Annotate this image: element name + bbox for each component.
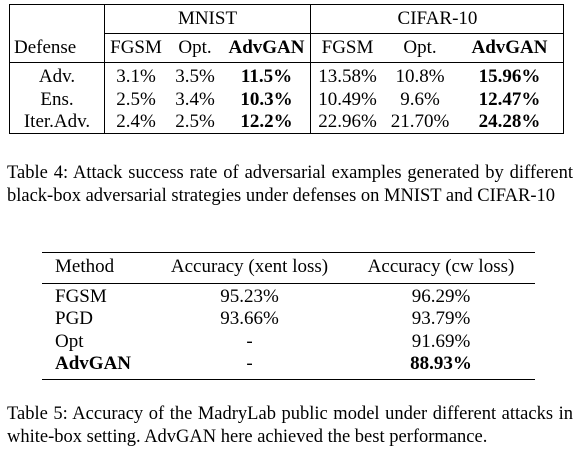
- table-cell: 3.5%: [175, 66, 215, 87]
- table-cell: 12.2%: [240, 111, 293, 132]
- table-cell: 95.23%: [220, 286, 279, 307]
- group-header-cifar: CIFAR-10: [397, 8, 478, 29]
- table-cell: 93.79%: [411, 308, 471, 329]
- table-cell: 93.66%: [220, 308, 279, 329]
- table-5-caption: Table 5: Accuracy of the MadryLab public…: [7, 404, 573, 447]
- row-method-label: AdvGAN: [55, 353, 132, 374]
- col-header-cw: Accuracy (cw loss): [367, 256, 515, 277]
- col-header-cifar-advgan: AdvGAN: [471, 37, 548, 58]
- table-cell: 2.4%: [116, 111, 156, 132]
- table-header-rule: [42, 283, 535, 284]
- table-cell: 96.29%: [411, 286, 471, 307]
- table-cell: 10.8%: [395, 66, 445, 87]
- row-method-label: FGSM: [55, 286, 107, 307]
- table-cell: 2.5%: [175, 111, 215, 132]
- col-header-mnist-advgan: AdvGAN: [228, 37, 305, 58]
- table-header-rule: [9, 62, 564, 63]
- table-cell: -: [246, 331, 253, 352]
- row-defense-label: Iter.Adv.: [23, 111, 91, 132]
- col-header-mnist-opt: Opt.: [178, 37, 212, 58]
- table-cell: -: [246, 353, 253, 374]
- table-4-caption: Table 4: Attack success rate of adversar…: [7, 163, 573, 206]
- mnist-group-rule: [105, 33, 310, 34]
- row-defense-label: Adv.: [38, 66, 76, 87]
- table-cell: 24.28%: [478, 111, 541, 132]
- table-cell: 3.1%: [116, 66, 156, 87]
- table-cell: 22.96%: [318, 111, 377, 132]
- table-cell: 15.96%: [478, 66, 541, 87]
- table-bottom-rule: [9, 133, 564, 134]
- table-right-border: [563, 4, 564, 133]
- table-cell: 13.58%: [318, 66, 377, 87]
- row-method-label: Opt: [55, 331, 84, 352]
- table-left-border: [9, 4, 10, 133]
- defense-column-divider: [104, 4, 105, 133]
- table-cell: 10.49%: [318, 89, 377, 110]
- col-header-cifar-opt: Opt.: [403, 37, 437, 58]
- table-top-rule: [9, 4, 564, 5]
- table-cell: 91.69%: [411, 331, 471, 352]
- col-header-defense: Defense: [14, 37, 77, 58]
- table-cell: 21.70%: [390, 111, 450, 132]
- table-cell: 12.47%: [478, 89, 541, 110]
- table-cell: 10.3%: [240, 89, 293, 110]
- table-cell: 11.5%: [240, 66, 293, 87]
- row-method-label: PGD: [55, 308, 94, 329]
- col-header-xent: Accuracy (xent loss): [170, 256, 329, 277]
- group-header-mnist: MNIST: [177, 8, 238, 29]
- table-cell: 2.5%: [116, 89, 156, 110]
- table-top-rule: [42, 252, 535, 253]
- dataset-divider: [310, 4, 311, 133]
- cifar-group-rule: [311, 33, 564, 34]
- table-bottom-rule: [42, 379, 535, 380]
- col-header-cifar-fgsm: FGSM: [321, 37, 374, 58]
- col-header-mnist-fgsm: FGSM: [110, 37, 162, 58]
- col-header-method: Method: [55, 256, 115, 277]
- row-defense-label: Ens.: [40, 89, 74, 110]
- table-cell: 3.4%: [175, 89, 215, 110]
- table-cell: 9.6%: [400, 89, 440, 110]
- table-cell: 88.93%: [410, 353, 472, 374]
